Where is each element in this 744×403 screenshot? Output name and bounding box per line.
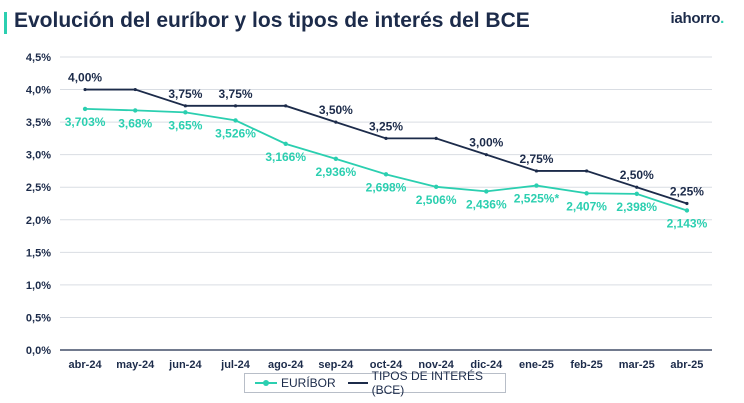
legend-swatch-bce [347,382,368,384]
x-tick-label: nov-24 [418,359,454,371]
x-tick-label: jul-24 [220,359,251,371]
euribor-data-label: 2,936% [315,165,356,179]
euribor-data-label: 2,525%* [514,192,560,206]
title-accent-bar [4,12,7,34]
euribor-point [283,141,288,147]
bce-data-label: 2,50% [620,168,654,182]
euribor-data-label: 2,698% [366,180,407,194]
euribor-point [133,108,138,113]
bce-data-label: 2,75% [519,152,553,166]
brand-name: iahorro [670,10,721,27]
euribor-data-label: 3,166% [265,150,306,164]
x-tick-label: dic-24 [470,359,503,371]
euribor-data-label: 2,407% [566,199,607,213]
legend-label-bce: TIPOS DE INTERÉS (BCE) [371,369,483,397]
bce-point [434,136,438,140]
y-tick-label: 0,0% [26,345,51,357]
bce-point [534,169,539,173]
euribor-point [383,172,389,177]
bce-point [685,201,689,206]
legend-label-euribor: EURÍBOR [281,376,336,390]
euribor-point [233,118,238,123]
bce-point [635,185,639,189]
bce-point [133,87,137,92]
x-tick-label: may-24 [116,359,155,371]
x-tick-label: ene-25 [519,359,554,371]
bce-point [384,136,388,140]
x-tick-label: abr-24 [69,359,103,371]
bce-data-label: 2,25% [670,185,704,199]
x-tick-label: abr-25 [670,359,703,371]
legend-swatch-euribor [255,380,277,386]
bce-data-label: 3,50% [319,103,353,117]
bce-point [284,104,288,108]
y-tick-label: 4,5% [26,52,51,64]
brand-dot: . [720,10,724,27]
bce-point [334,120,338,124]
y-tick-label: 0,5% [26,312,51,324]
y-tick-label: 1,5% [26,247,51,259]
euribor-point [684,208,690,213]
x-tick-label: ago-24 [268,359,304,371]
y-tick-label: 2,0% [26,215,51,227]
euribor-point [534,183,539,188]
euribor-data-label: 3,703% [65,115,106,129]
y-tick-label: 3,0% [26,150,51,162]
chart-legend: EURÍBOR TIPOS DE INTERÉS (BCE) [244,369,506,397]
y-tick-label: 2,5% [26,182,51,194]
x-tick-label: feb-25 [570,359,602,371]
euribor-data-label: 2,143% [667,216,708,230]
bce-data-label: 3,25% [369,119,403,133]
x-tick-label: mar-25 [619,359,655,371]
euribor-point [433,184,439,190]
y-tick-label: 4,0% [26,85,51,97]
euribor-data-label: 2,506% [416,193,457,207]
euribor-data-label: 2,436% [466,197,507,211]
bce-data-label: 3,75% [168,87,202,101]
bce-point [233,104,238,108]
bce-point [83,87,87,92]
euribor-point [584,191,589,196]
bce-data-label: 3,75% [219,87,253,101]
bce-point [183,104,187,108]
y-tick-label: 3,5% [26,117,51,129]
euribor-point [183,110,188,115]
bce-point [585,169,589,173]
legend-item-euribor: EURÍBOR [255,376,336,390]
euribor-data-label: 3,65% [168,118,202,132]
bce-data-label: 4,00% [68,71,102,85]
euribor-point [484,189,489,194]
chart-title: Evolución del euríbor y los tipos de int… [14,9,530,32]
euribor-data-label: 2,398% [616,200,657,214]
brand-logo: iahorro. [670,10,725,27]
euribor-point [82,106,88,112]
euribor-point [634,191,639,197]
bce-data-label: 3,00% [469,136,503,150]
euribor-data-label: 3,68% [118,116,152,130]
bce-point [484,153,488,157]
x-tick-label: sep-24 [318,359,354,371]
x-tick-label: oct-24 [370,359,403,371]
y-tick-label: 1,0% [26,280,51,292]
x-tick-label: jun-24 [168,359,202,371]
euribor-data-label: 3,526% [215,126,256,140]
legend-item-bce: TIPOS DE INTERÉS (BCE) [347,369,505,397]
euribor-point [333,156,339,162]
